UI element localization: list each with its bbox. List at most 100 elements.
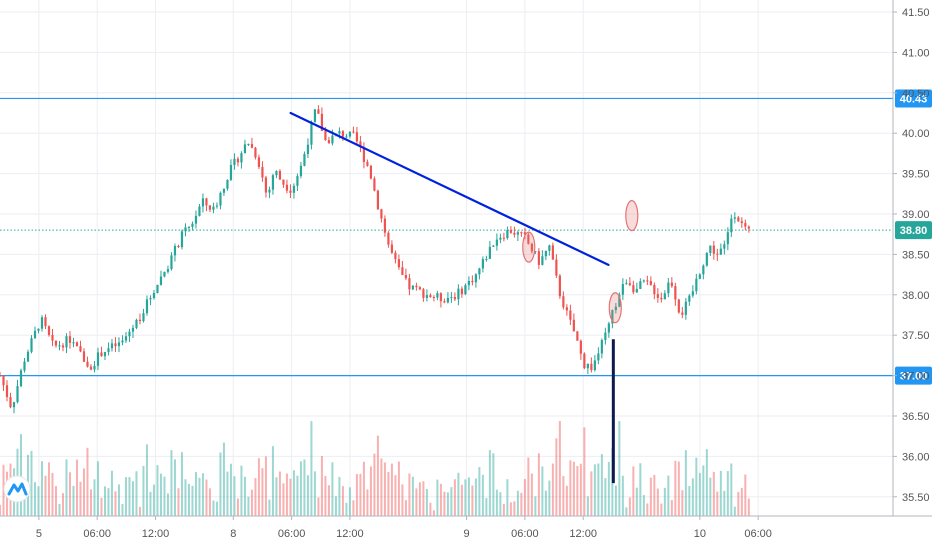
candle-body [191, 223, 194, 227]
candle-body [576, 331, 579, 341]
volume-bar [712, 471, 715, 516]
volume-bar [324, 475, 327, 516]
volume-bar [264, 456, 267, 516]
candle-body [79, 346, 82, 352]
candle-body [541, 256, 544, 265]
drawings[interactable] [289, 111, 639, 484]
volume-bar [677, 461, 680, 516]
volume-bar [485, 498, 488, 516]
candle-body [138, 319, 142, 322]
candle-body [635, 288, 638, 293]
volume-bar [422, 481, 425, 516]
volume-bar [443, 491, 446, 516]
candle-body [247, 143, 250, 145]
volume-bar [390, 463, 393, 516]
trendline[interactable] [289, 111, 610, 267]
candle-body [16, 386, 19, 403]
volume-bar [429, 502, 432, 516]
volume-bar [394, 475, 397, 516]
candle-body [166, 269, 170, 272]
candle-body [516, 232, 519, 235]
candle-body [170, 255, 173, 270]
volume-bar [411, 476, 414, 516]
volume-bar [625, 507, 628, 516]
volume-bar [663, 487, 666, 516]
volume-bar [457, 472, 460, 516]
highlight-circle[interactable] [522, 231, 536, 263]
volume-bars [0, 421, 750, 516]
candle-body [450, 297, 453, 299]
candle-body [145, 299, 149, 314]
highlight-circle[interactable] [608, 292, 622, 324]
volume-bar [467, 477, 470, 516]
candle-body [380, 209, 383, 219]
volume-bar [100, 497, 103, 516]
candle-body [184, 227, 187, 232]
candle-body [229, 164, 233, 180]
candle-body [726, 232, 729, 245]
candle-body [579, 340, 582, 354]
time-tick-label: 06:00 [278, 528, 306, 540]
time-tick-label: 10 [694, 528, 706, 540]
candle-body [740, 221, 743, 224]
candle-body [719, 248, 722, 255]
volume-bar [366, 489, 369, 516]
volume-bar [558, 421, 561, 516]
volume-bar [310, 421, 313, 516]
volume-bar [628, 497, 631, 516]
volume-bar [247, 496, 250, 516]
volume-bar [37, 486, 40, 516]
volume-bar [124, 477, 127, 516]
candle-body [54, 340, 58, 346]
candle-body [460, 288, 463, 295]
volume-bar [338, 476, 341, 516]
volume-bar [730, 463, 733, 516]
candle-body [142, 313, 145, 322]
volume-bar [408, 473, 411, 516]
candle-body [548, 245, 551, 251]
candle-body [107, 348, 110, 353]
volume-bar [82, 468, 85, 516]
volume-bar [229, 463, 232, 516]
candle-body [89, 366, 93, 370]
volume-bar [576, 465, 579, 516]
candle-body [632, 285, 635, 293]
volume-bar [513, 501, 516, 516]
volume-bar [506, 479, 509, 516]
volume-bar [744, 474, 747, 516]
candle-body [443, 301, 446, 303]
highlight-circle[interactable] [625, 200, 639, 232]
candle-body [411, 285, 415, 290]
candle-body [187, 226, 191, 228]
volume-bar [418, 482, 421, 516]
candle-body [9, 397, 12, 408]
time-tick-label: 9 [463, 528, 469, 540]
candle-body [422, 289, 425, 298]
candle-body [152, 293, 156, 299]
candle-body [457, 288, 460, 300]
candle-body [114, 343, 117, 347]
volume-bar [30, 450, 33, 516]
candle-body [285, 184, 289, 191]
volume-bar [548, 480, 551, 516]
volume-bar [268, 499, 271, 516]
candle-body [282, 179, 285, 185]
volume-bar [681, 490, 684, 516]
candle-body [499, 237, 502, 240]
candle-body [695, 278, 698, 292]
price-tick-label: 39.50 [902, 169, 930, 181]
volume-bar [142, 465, 145, 516]
volume-bar [334, 496, 337, 516]
volume-bar [355, 473, 358, 516]
volume-bar [593, 464, 596, 516]
volume-bar [299, 461, 302, 516]
volume-bar [61, 493, 64, 516]
candle-body [705, 252, 708, 266]
candle-body [117, 342, 121, 347]
candle-body [646, 280, 649, 282]
candle-body [121, 340, 124, 343]
volume-bar [121, 504, 124, 516]
horizontal-levels[interactable]: 40.43 38.80 37.00 [0, 89, 932, 385]
candle-body [744, 223, 747, 227]
